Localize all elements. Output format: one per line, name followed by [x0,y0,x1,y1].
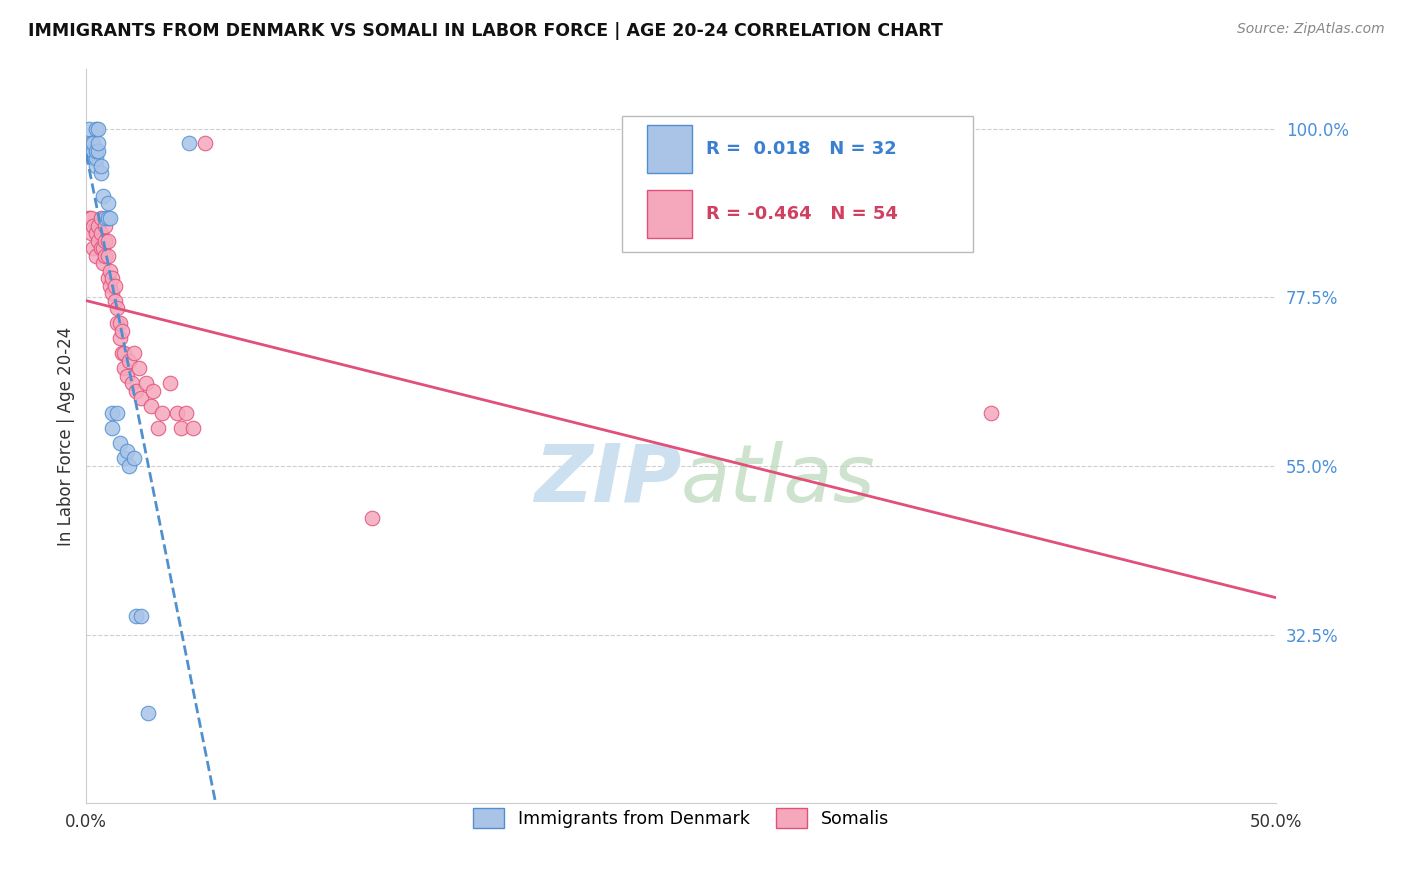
Point [97,234,120,248]
Point [87,144,110,158]
Point [111,324,134,338]
Point [115,368,138,383]
Point [80,136,103,151]
Point [105,301,128,316]
Point [174,406,197,420]
Point [135,376,157,391]
Point [128,361,150,376]
Point [170,421,193,435]
Point [104,279,127,293]
Point [104,293,127,308]
Point [122,451,145,466]
Point [90,227,112,241]
FancyBboxPatch shape [621,116,973,252]
Legend: Immigrants from Denmark, Somalis: Immigrants from Denmark, Somalis [465,801,897,835]
Point [90,166,112,180]
Point [159,376,181,391]
Point [112,451,135,466]
Point [94,219,117,233]
Point [97,196,120,211]
Point [980,406,1002,420]
Point [105,317,128,331]
Point [125,384,148,398]
Point [146,421,169,435]
Text: IMMIGRANTS FROM DENMARK VS SOMALI IN LABOR FORCE | AGE 20-24 CORRELATION CHART: IMMIGRANTS FROM DENMARK VS SOMALI IN LAB… [28,22,943,40]
Point [91,242,114,256]
Point [183,421,205,435]
Text: ZIP: ZIP [534,441,681,519]
Y-axis label: In Labor Force | Age 20-24: In Labor Force | Age 20-24 [58,326,75,546]
Point [98,264,121,278]
Point [101,406,124,420]
Point [90,242,112,256]
Point [94,249,117,263]
Point [129,608,152,623]
Point [105,406,128,420]
Point [108,331,131,345]
Point [84,249,107,263]
Point [84,144,107,158]
Point [108,317,131,331]
Point [112,361,135,376]
Point [87,234,110,248]
Point [360,511,382,525]
Point [166,406,188,420]
Point [111,346,134,360]
Point [84,227,107,241]
Point [139,399,162,413]
Point [84,121,107,136]
Point [129,392,152,406]
Point [118,354,141,368]
Point [98,279,121,293]
Point [97,249,120,263]
Point [84,159,107,173]
Point [118,458,141,473]
Point [112,346,135,360]
Text: atlas: atlas [681,441,876,519]
Point [177,136,200,151]
Point [90,159,112,173]
Point [115,444,138,458]
Point [97,211,120,226]
Point [90,211,112,226]
Point [80,211,103,226]
Point [152,406,174,420]
Point [94,211,117,226]
Text: R =  0.018   N = 32: R = 0.018 N = 32 [706,140,897,159]
Point [82,136,104,151]
Point [87,121,110,136]
Point [108,436,131,450]
Point [84,152,107,166]
Point [98,211,121,226]
Point [125,608,148,623]
Point [82,144,104,158]
Point [122,346,145,360]
Point [142,384,165,398]
Point [91,256,114,270]
Point [77,211,100,226]
Bar [647,190,692,237]
Point [91,189,114,203]
Point [194,136,217,151]
Point [121,376,143,391]
Point [80,227,103,241]
Text: R = -0.464   N = 54: R = -0.464 N = 54 [706,204,898,223]
Text: Source: ZipAtlas.com: Source: ZipAtlas.com [1237,22,1385,37]
Point [94,234,117,248]
Point [87,136,110,151]
Point [82,152,104,166]
Point [101,421,124,435]
Point [77,121,100,136]
Point [101,271,124,285]
Point [82,219,104,233]
Point [87,219,110,233]
Point [97,271,120,285]
Point [101,286,124,301]
Point [82,242,104,256]
Bar [647,126,692,173]
Point [80,144,103,158]
Point [136,706,159,721]
